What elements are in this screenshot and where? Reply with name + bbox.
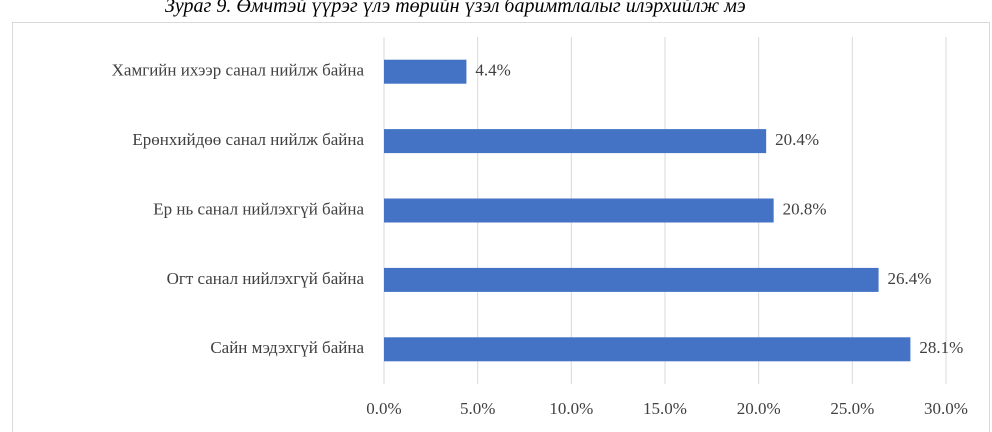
x-tick-label: 0.0% [366,399,401,418]
y-tick-label: Хамгийн ихээр санал нийлж байна [112,61,365,80]
bar [384,129,767,154]
y-tick-label: Ер нь санал нийлэхгүй байна [153,199,364,218]
value-label: 28.1% [919,338,963,357]
x-tick-label: 25.0% [830,399,874,418]
bar [384,59,467,84]
y-tick-label: Огт санал нийлэхгүй байна [167,269,365,288]
x-tick-label: 20.0% [737,399,781,418]
chart-border [12,22,990,432]
value-label: 4.4% [475,61,510,80]
y-tick-label: Сайн мэдэхгүй байна [210,338,364,357]
bar [384,267,879,292]
x-tick-label: 15.0% [643,399,687,418]
y-tick-label: Ерөнхийдөө санал нийлж байна [132,130,364,149]
bar [384,198,774,223]
value-label: 26.4% [888,269,932,288]
bar [384,337,911,362]
x-tick-label: 30.0% [924,399,968,418]
value-label: 20.4% [775,130,819,149]
value-label: 20.8% [783,199,827,218]
x-tick-label: 5.0% [460,399,495,418]
chart-title: Зураг 9. Өмчтэй үүрэг үлэ төрийн үзэл ба… [165,0,746,17]
x-tick-label: 10.0% [549,399,593,418]
